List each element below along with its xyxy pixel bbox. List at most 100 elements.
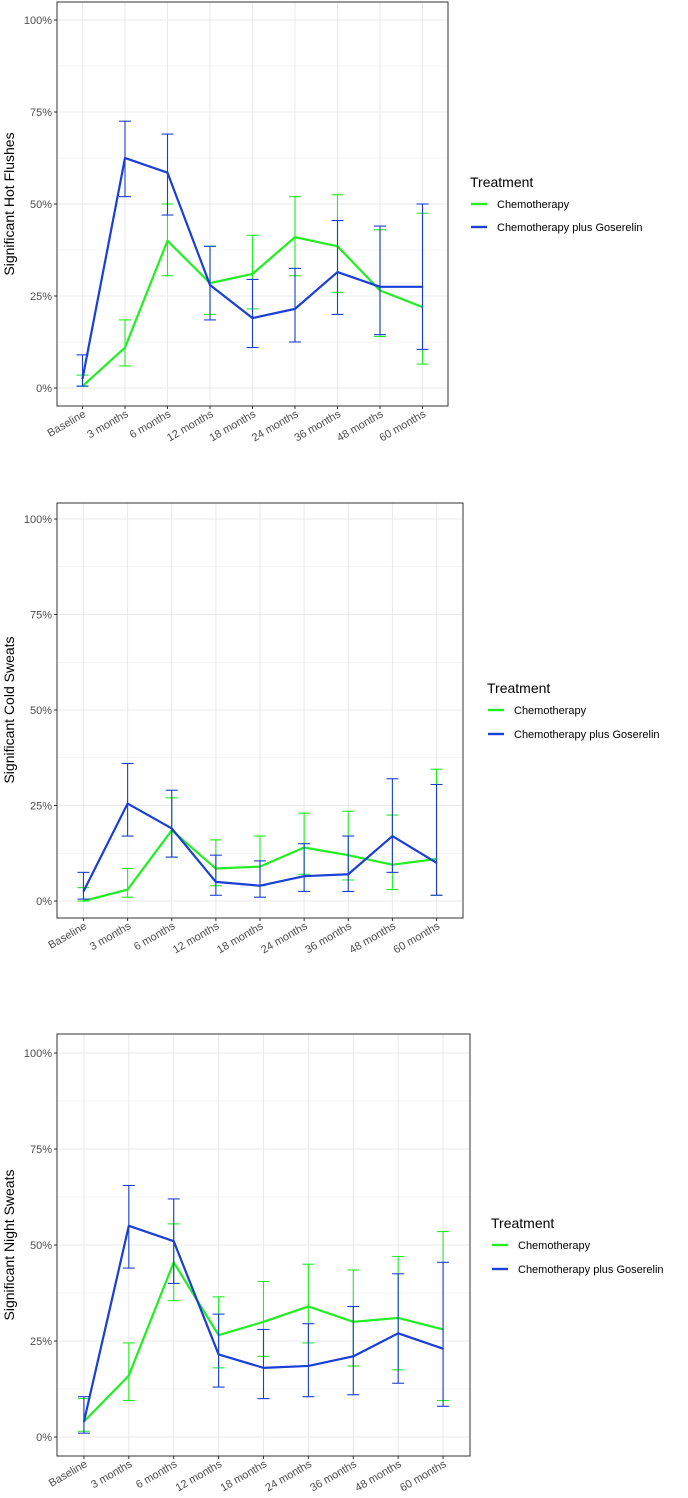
data-point [128, 1374, 130, 1377]
x-tick-label: 18 months [215, 920, 266, 956]
y-axis-title: Significant Hot Flushes [1, 132, 17, 275]
y-tick-label: 100% [24, 514, 52, 526]
data-point [170, 827, 173, 830]
x-tick-label: 18 months [208, 408, 259, 444]
y-tick-label: 75% [30, 610, 52, 622]
data-point [307, 1365, 310, 1367]
y-tick-label: 100% [24, 1048, 52, 1060]
x-tick-label: 48 months [347, 920, 398, 956]
data-point [259, 884, 261, 887]
x-tick-label: 24 months [259, 920, 310, 956]
legend-item-label: Chemotherapy [497, 199, 570, 211]
x-tick-label: 60 months [398, 1458, 449, 1494]
y-tick-label: 0% [36, 896, 52, 908]
x-tick-label: 18 months [219, 1458, 270, 1494]
x-tick-label: 12 months [171, 920, 222, 956]
data-point [379, 286, 381, 288]
x-tick-label: 12 months [174, 1458, 225, 1494]
x-tick-label: 60 months [392, 920, 443, 956]
x-tick-label: 36 months [293, 408, 344, 444]
legend-item-label: Chemotherapy [518, 1240, 591, 1252]
series-2 [77, 762, 443, 900]
legend: Treatment Chemotherapy Chemotherapy plus G… [470, 174, 643, 234]
y-tick-label: 0% [36, 383, 52, 395]
data-point [303, 875, 305, 877]
data-point [294, 236, 296, 238]
x-tick-label: 6 months [132, 920, 178, 953]
data-point [124, 157, 126, 159]
data-point [336, 271, 339, 273]
data-point [215, 881, 217, 883]
data-point [172, 1240, 175, 1242]
x-tick-label: 48 months [335, 408, 386, 444]
legend-item-label: Chemotherapy [514, 705, 587, 717]
x-tick-label: 24 months [263, 1458, 314, 1494]
y-axis-title: Significant Cold Sweats [1, 636, 17, 783]
legend-title: Treatment [487, 680, 550, 696]
data-point [82, 890, 85, 893]
data-point [251, 317, 254, 319]
data-point [262, 1367, 265, 1369]
data-point [166, 240, 169, 242]
x-tick-label: 3 months [88, 920, 134, 953]
data-point [128, 1225, 130, 1227]
legend-title: Treatment [491, 1215, 554, 1231]
x-tick-label: 3 months [85, 408, 131, 441]
x-tick-label: 48 months [353, 1458, 404, 1494]
data-point [352, 1355, 355, 1358]
x-tick-label: 60 months [378, 408, 429, 444]
y-tick-label: 50% [30, 1240, 52, 1252]
data-point [83, 1420, 85, 1423]
y-tick-label: 50% [30, 705, 52, 717]
legend-title: Treatment [470, 174, 533, 190]
data-point [209, 284, 211, 286]
data-point [217, 1353, 220, 1356]
series-2 [76, 120, 429, 387]
data-point [126, 888, 129, 891]
x-tick-label: 36 months [308, 1458, 359, 1494]
x-tick-label: 6 months [134, 1458, 180, 1491]
data-point [294, 308, 296, 310]
data-point [391, 835, 394, 837]
y-tick-label: 75% [30, 107, 52, 119]
y-tick-label: 0% [36, 1432, 52, 1444]
chart-panel-3: 0%25%50%75%100%Baseline 3 months 6 months1… [1, 1033, 664, 1494]
x-tick-label: Baseline [47, 1458, 90, 1489]
legend-item-label: Chemotherapy plus Goserelin [497, 222, 643, 234]
data-point [442, 1347, 444, 1350]
data-point [421, 286, 424, 288]
y-tick-label: 75% [30, 1144, 52, 1156]
x-tick-label: Baseline [45, 408, 88, 439]
data-point [397, 1332, 399, 1335]
legend-item-label: Chemotherapy plus Goserelin [514, 729, 660, 741]
data-point [126, 802, 129, 805]
x-tick-label: 12 months [165, 408, 216, 444]
legend: Treatment Chemotherapy Chemotherapy plus G… [491, 1215, 664, 1276]
x-tick-label: 3 months [89, 1458, 135, 1491]
legend: Treatment Chemotherapy Chemotherapy plus G… [487, 680, 660, 741]
y-tick-label: 25% [30, 291, 52, 303]
data-point [347, 873, 350, 876]
y-tick-label: 100% [24, 15, 52, 27]
data-point [307, 1305, 310, 1308]
x-tick-label: 24 months [250, 408, 301, 444]
x-tick-label: 36 months [303, 920, 354, 956]
x-tick-label: Baseline [46, 920, 89, 951]
y-axis-title: Significant Night Sweats [1, 1170, 17, 1321]
y-tick-label: 25% [30, 1336, 52, 1348]
y-tick-label: 50% [30, 199, 52, 211]
data-point [166, 171, 169, 174]
series-2 [77, 1184, 450, 1434]
data-point [435, 862, 438, 864]
data-point [262, 1321, 265, 1323]
y-tick-label: 25% [30, 801, 52, 813]
data-point [82, 900, 85, 902]
legend-item-label: Chemotherapy plus Goserelin [518, 1264, 664, 1276]
data-point [81, 378, 84, 380]
data-point [124, 346, 126, 349]
data-point [251, 273, 254, 275]
